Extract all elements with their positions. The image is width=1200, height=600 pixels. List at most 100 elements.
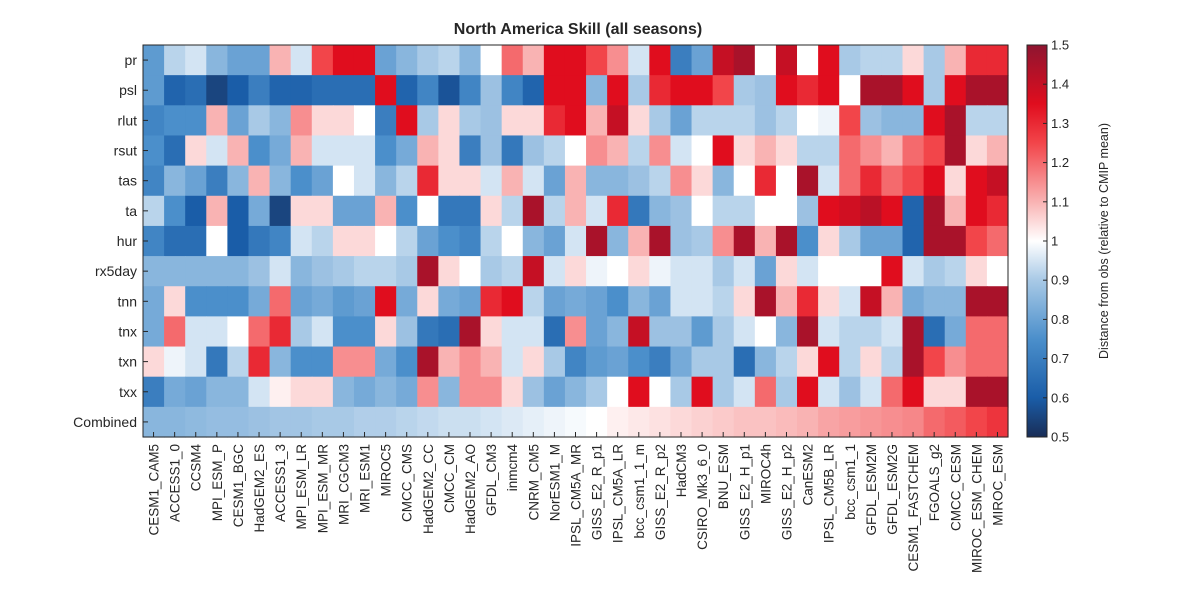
heatmap-cell xyxy=(227,406,250,438)
heatmap-cell xyxy=(269,135,292,167)
heatmap-cell xyxy=(543,105,566,137)
heatmap-cell xyxy=(923,286,946,317)
heatmap-cell xyxy=(143,286,165,317)
heatmap-cell xyxy=(375,75,397,106)
heatmap-cell xyxy=(185,225,207,257)
heatmap-cell xyxy=(185,165,207,197)
heatmap-cell xyxy=(839,135,861,167)
heatmap-cell xyxy=(923,75,946,106)
heatmap-cell xyxy=(902,286,925,317)
heatmap-cell xyxy=(733,105,756,137)
heatmap-cell xyxy=(818,195,840,227)
heatmap-cell xyxy=(586,406,608,438)
heatmap-cell xyxy=(649,105,672,137)
heatmap-cell xyxy=(522,45,545,76)
heatmap-cell xyxy=(986,286,1009,317)
heatmap-cell xyxy=(923,376,946,408)
heatmap-cell xyxy=(311,165,334,197)
heatmap-cell xyxy=(417,135,439,167)
column-label: MIROC5 xyxy=(379,444,394,497)
heatmap-cell xyxy=(459,75,482,106)
heatmap-cell xyxy=(839,105,861,137)
heatmap-cell xyxy=(628,376,650,408)
heatmap-cell xyxy=(522,165,545,197)
heatmap-cell xyxy=(290,75,313,106)
heatmap-cell xyxy=(691,195,714,227)
heatmap-cell xyxy=(902,316,925,348)
column-label: MPI_ESM_LR xyxy=(294,444,309,530)
heatmap-cell xyxy=(290,256,313,287)
column-label: MPI_ESM_P xyxy=(210,444,225,521)
heatmap-cell xyxy=(438,45,461,76)
heatmap-cell xyxy=(143,376,165,408)
heatmap-cell xyxy=(860,316,883,348)
heatmap-cell xyxy=(944,195,967,227)
heatmap-cell xyxy=(143,406,165,438)
heatmap-cell xyxy=(607,135,629,167)
heatmap-cell xyxy=(944,105,967,137)
heatmap-cell xyxy=(396,286,418,317)
heatmap-cell xyxy=(185,135,207,167)
heatmap-cell xyxy=(691,45,714,76)
heatmap-cell xyxy=(501,225,524,257)
heatmap-cell xyxy=(944,225,967,257)
heatmap-cell xyxy=(586,316,608,348)
colorbar-tick-label: 0.6 xyxy=(1051,390,1069,405)
heatmap-cell xyxy=(269,105,292,137)
heatmap-cell xyxy=(607,75,629,106)
heatmap-cell xyxy=(522,135,545,167)
heatmap-cell xyxy=(248,195,271,227)
heatmap-cell xyxy=(923,45,946,76)
heatmap-cell xyxy=(290,165,313,197)
heatmap-cell xyxy=(543,225,566,257)
heatmap-cell xyxy=(543,316,566,348)
heatmap-cell xyxy=(586,286,608,317)
heatmap-cell xyxy=(564,135,587,167)
heatmap-cell xyxy=(311,346,334,378)
heatmap-cell xyxy=(965,406,988,438)
heatmap-cell xyxy=(775,45,798,76)
heatmap-cell xyxy=(902,105,925,137)
column-label: GISS_E2_R_p1 xyxy=(590,444,605,540)
heatmap-cell xyxy=(459,45,482,76)
heatmap-cell xyxy=(712,105,735,137)
heatmap-cell xyxy=(986,45,1009,76)
heatmap-cell xyxy=(290,135,313,167)
heatmap-cell xyxy=(353,346,376,378)
heatmap-cell xyxy=(649,316,672,348)
heatmap-cell xyxy=(986,165,1009,197)
heatmap-cell xyxy=(754,346,777,378)
heatmap-cell xyxy=(311,316,334,348)
heatmap-cell xyxy=(543,45,566,76)
heatmap-cell xyxy=(607,105,629,137)
column-label: CESM1_BGC xyxy=(231,444,246,528)
heatmap-cell xyxy=(543,406,566,438)
heatmap-cell xyxy=(902,195,925,227)
heatmap-cell xyxy=(965,286,988,317)
heatmap-cell xyxy=(881,406,904,438)
heatmap-cell xyxy=(965,225,988,257)
heatmap-cell xyxy=(797,376,819,408)
heatmap-cell xyxy=(923,105,946,137)
heatmap-cell xyxy=(269,346,292,378)
heatmap-cell xyxy=(902,346,925,378)
heatmap-cell xyxy=(923,195,946,227)
heatmap-cell xyxy=(797,45,819,76)
heatmap-cell xyxy=(712,376,735,408)
heatmap-cell xyxy=(860,346,883,378)
column-label: CSIRO_Mk3_6_0 xyxy=(695,444,710,550)
heatmap-cell xyxy=(965,316,988,348)
heatmap-cell xyxy=(375,195,397,227)
heatmap-cell xyxy=(248,165,271,197)
heatmap-cell xyxy=(248,45,271,76)
row-label: tnx xyxy=(118,323,137,339)
heatmap-cell xyxy=(417,225,439,257)
heatmap-cell xyxy=(754,376,777,408)
heatmap-cell xyxy=(564,346,587,378)
heatmap-cell xyxy=(269,286,292,317)
heatmap-cell xyxy=(143,195,165,227)
heatmap-cell xyxy=(839,286,861,317)
heatmap-cell xyxy=(185,105,207,137)
heatmap-cell xyxy=(290,225,313,257)
heatmap-cell xyxy=(712,346,735,378)
